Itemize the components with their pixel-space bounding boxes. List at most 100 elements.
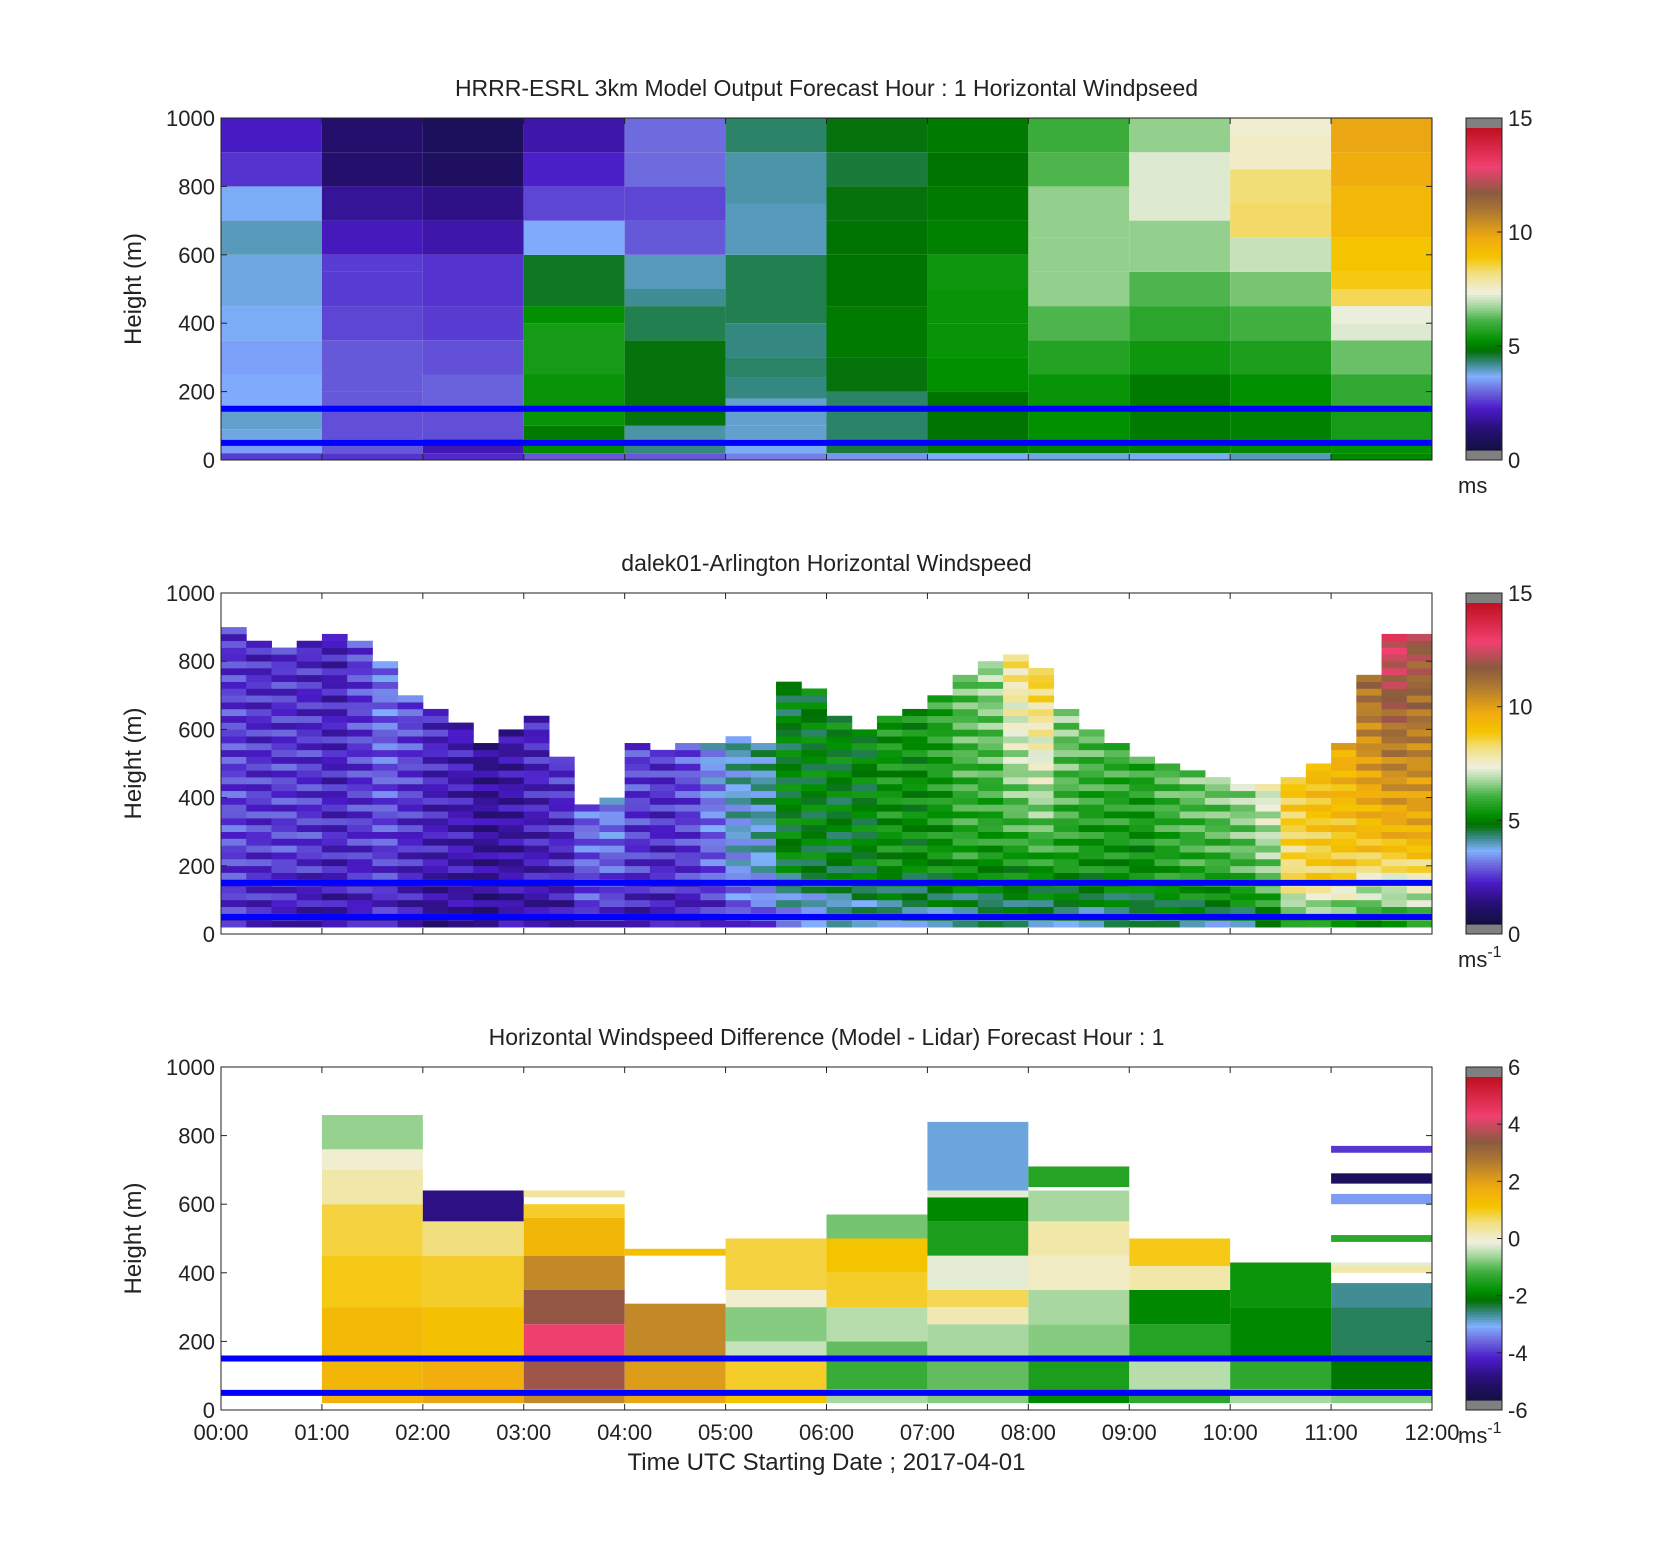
heatmap-cell — [1255, 831, 1282, 839]
heatmap-cell — [523, 736, 550, 744]
colorbar-segment — [1466, 388, 1502, 392]
heatmap-cell — [372, 858, 399, 867]
heatmap-cell — [776, 729, 802, 737]
heatmap-cell — [700, 858, 727, 867]
heatmap-cell — [1406, 681, 1433, 689]
heatmap-cell — [1230, 203, 1332, 238]
heatmap-cell — [599, 852, 626, 860]
heatmap-cell — [1255, 845, 1282, 853]
colorbar-segment — [1466, 677, 1502, 682]
heatmap-cell — [1331, 893, 1357, 901]
heatmap-cell — [296, 695, 323, 703]
heatmap-cell — [422, 220, 524, 255]
colorbar-segment — [1466, 728, 1502, 732]
colorbar-segment — [1466, 227, 1502, 231]
colorbar-segment — [1466, 661, 1502, 666]
y-tick-label: 800 — [178, 649, 215, 674]
heatmap-cell — [776, 702, 802, 710]
heatmap-cell — [498, 811, 525, 819]
heatmap-cell — [927, 1358, 1029, 1390]
heatmap-cell — [1053, 872, 1080, 880]
heatmap-cell — [876, 886, 903, 894]
colorbar-segment — [1466, 1241, 1502, 1245]
colorbar-segment — [1466, 1286, 1502, 1291]
heatmap-cell — [271, 688, 298, 696]
heatmap-cell — [448, 865, 474, 873]
heatmap-cell — [776, 852, 802, 860]
heatmap-cell — [1331, 858, 1357, 867]
heatmap-cell — [422, 729, 449, 737]
heatmap-cell — [246, 852, 272, 860]
heatmap-cell — [826, 254, 928, 307]
colorbar-segment — [1466, 611, 1502, 615]
colorbar-segment — [1466, 1330, 1502, 1334]
y-tick-label: 200 — [178, 1329, 215, 1354]
heatmap-cell — [422, 254, 524, 307]
heatmap-cell — [1331, 306, 1432, 324]
heatmap-cell — [1381, 770, 1408, 778]
heatmap-cell — [599, 858, 626, 867]
heatmap-cell — [1280, 831, 1307, 839]
heatmap-cell — [826, 1307, 928, 1342]
colorbar-segment — [1466, 669, 1502, 674]
colorbar-segment — [1466, 897, 1502, 901]
colorbar-segment — [1466, 693, 1502, 698]
heatmap-cell — [826, 797, 853, 805]
heatmap-cell — [473, 845, 500, 853]
heatmap-cell — [321, 1149, 423, 1170]
heatmap-cell — [1129, 811, 1155, 819]
colorbar-segment — [1466, 1373, 1502, 1377]
heatmap-cell — [422, 783, 449, 792]
heatmap-cell — [372, 702, 399, 710]
heatmap-cell — [296, 661, 323, 669]
colorbar-frame — [1465, 117, 1503, 461]
heatmap-cell — [498, 886, 525, 894]
heatmap-cell — [776, 756, 802, 764]
colorbar-segment — [1466, 372, 1502, 376]
heatmap-cell — [927, 453, 1029, 460]
colorbar-segment — [1466, 795, 1502, 799]
heatmap-cell — [675, 743, 701, 751]
colorbar-segment — [1466, 627, 1502, 631]
heatmap-cell — [372, 831, 399, 839]
heatmap-cell — [826, 886, 853, 894]
heatmap-cell — [952, 858, 979, 867]
heatmap-cell — [1003, 797, 1029, 805]
heatmap-cell — [1078, 824, 1105, 832]
heatmap-cell — [1154, 899, 1181, 908]
heatmap-cell — [624, 152, 726, 187]
x-tick-label: 01:00 — [294, 1420, 349, 1445]
heatmap-cell — [902, 736, 928, 744]
colorbar-segment — [1466, 739, 1502, 743]
heatmap-cell — [826, 729, 853, 737]
heatmap-cell — [826, 1341, 928, 1359]
heatmap-cell — [725, 852, 752, 860]
heatmap-cell — [725, 118, 827, 153]
heatmap-cell — [372, 920, 399, 928]
heatmap-cell — [776, 749, 802, 757]
heatmap-cell — [1028, 729, 1055, 737]
heatmap-cell — [221, 408, 322, 430]
heatmap-cell — [599, 824, 626, 832]
heatmap-cell — [1406, 702, 1433, 710]
colorbar-segment — [1466, 149, 1502, 153]
heatmap-cell — [1104, 777, 1130, 785]
heatmap-cell — [1305, 783, 1332, 792]
heatmap-cell — [725, 893, 752, 901]
heatmap-cell — [725, 770, 752, 778]
colorbar-segment — [1466, 168, 1502, 172]
heatmap-cell — [1331, 777, 1357, 785]
heatmap-cell — [1230, 271, 1332, 307]
heatmap-cell — [801, 886, 827, 894]
heatmap-cell — [422, 722, 449, 730]
colorbar-segment — [1466, 1179, 1502, 1183]
heatmap-cell — [271, 647, 298, 655]
heatmap-cell — [1280, 845, 1307, 853]
heatmap-cell — [725, 1358, 827, 1390]
heatmap-cell — [473, 886, 500, 894]
y-axis-label: Height (m) — [120, 233, 147, 345]
heatmap-cell — [397, 770, 424, 778]
heatmap-cell — [1356, 729, 1383, 737]
colorbar-segment — [1466, 315, 1502, 320]
